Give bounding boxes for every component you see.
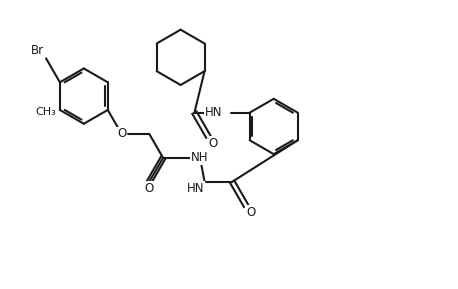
Text: Br: Br — [31, 44, 44, 57]
Text: O: O — [117, 127, 126, 140]
Text: NH: NH — [191, 151, 208, 164]
Text: CH₃: CH₃ — [35, 107, 56, 117]
Text: O: O — [246, 206, 255, 219]
Text: O: O — [208, 137, 218, 150]
Text: HN: HN — [187, 182, 205, 195]
Text: O: O — [145, 182, 154, 195]
Text: HN: HN — [205, 106, 222, 119]
